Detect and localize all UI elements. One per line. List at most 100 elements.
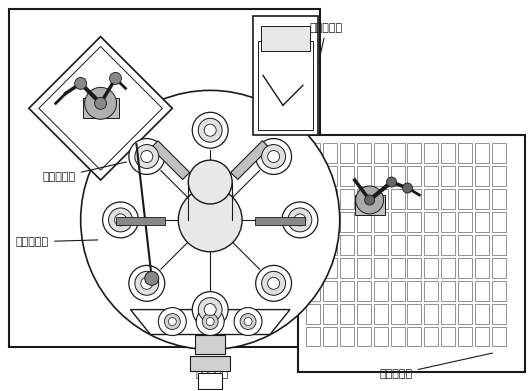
Bar xyxy=(374,235,388,255)
Bar xyxy=(441,143,455,163)
Bar xyxy=(340,212,354,232)
Bar xyxy=(407,143,422,163)
Bar xyxy=(458,212,472,232)
Bar xyxy=(475,326,489,346)
Bar xyxy=(255,217,305,225)
Text: 零件喷砂区: 零件喷砂区 xyxy=(380,353,492,379)
Circle shape xyxy=(255,265,292,301)
Bar xyxy=(475,258,489,278)
Bar xyxy=(357,235,371,255)
Circle shape xyxy=(262,145,286,169)
Bar xyxy=(253,16,318,135)
Bar xyxy=(492,304,506,323)
Bar xyxy=(492,166,506,186)
Bar xyxy=(323,166,337,186)
Circle shape xyxy=(109,72,122,84)
Bar xyxy=(475,235,489,255)
Bar xyxy=(298,135,525,372)
Bar xyxy=(492,258,506,278)
Bar xyxy=(116,217,165,225)
Bar xyxy=(323,304,337,323)
Bar xyxy=(458,258,472,278)
Bar xyxy=(323,212,337,232)
Bar xyxy=(492,235,506,255)
Circle shape xyxy=(204,304,216,316)
Circle shape xyxy=(288,208,312,232)
Bar xyxy=(492,281,506,301)
Bar xyxy=(306,189,320,209)
Circle shape xyxy=(234,308,262,335)
Bar xyxy=(424,281,439,301)
Circle shape xyxy=(365,195,374,205)
Polygon shape xyxy=(29,37,173,180)
Circle shape xyxy=(196,308,224,335)
Circle shape xyxy=(95,97,107,109)
Bar xyxy=(323,326,337,346)
Circle shape xyxy=(129,138,165,174)
Circle shape xyxy=(178,188,242,252)
Bar xyxy=(441,189,455,209)
Circle shape xyxy=(189,160,232,204)
Bar xyxy=(306,212,320,232)
Bar xyxy=(391,281,405,301)
Bar xyxy=(323,143,337,163)
Circle shape xyxy=(387,177,397,187)
Circle shape xyxy=(168,317,176,326)
Bar xyxy=(357,212,371,232)
Bar xyxy=(441,281,455,301)
Bar xyxy=(391,212,405,232)
Circle shape xyxy=(141,277,153,289)
Circle shape xyxy=(268,151,280,163)
Circle shape xyxy=(165,314,181,330)
Circle shape xyxy=(129,265,165,301)
Bar xyxy=(391,304,405,323)
Bar xyxy=(323,258,337,278)
Bar xyxy=(195,335,225,354)
Bar xyxy=(323,235,337,255)
Bar xyxy=(391,166,405,186)
Bar xyxy=(306,326,320,346)
Bar xyxy=(357,143,371,163)
Bar xyxy=(340,143,354,163)
Bar xyxy=(306,258,320,278)
Circle shape xyxy=(206,317,214,326)
Circle shape xyxy=(240,314,256,330)
Circle shape xyxy=(108,208,132,232)
Bar xyxy=(83,99,118,118)
Bar xyxy=(391,143,405,163)
Bar xyxy=(424,235,439,255)
Bar xyxy=(458,166,472,186)
Bar xyxy=(190,357,230,371)
Bar xyxy=(258,41,313,130)
Circle shape xyxy=(198,298,222,321)
Circle shape xyxy=(84,87,116,119)
Text: 零件喷涂区: 零件喷涂区 xyxy=(43,162,126,182)
Bar xyxy=(407,326,422,346)
Bar xyxy=(424,166,439,186)
Bar xyxy=(407,281,422,301)
Circle shape xyxy=(204,124,216,136)
Bar xyxy=(323,189,337,209)
Bar xyxy=(306,235,320,255)
Text: 零件冷却区: 零件冷却区 xyxy=(16,237,98,247)
Bar xyxy=(424,212,439,232)
Bar xyxy=(424,258,439,278)
Circle shape xyxy=(135,271,159,295)
Circle shape xyxy=(198,118,222,142)
Bar xyxy=(9,9,320,348)
Circle shape xyxy=(402,183,413,193)
Circle shape xyxy=(158,308,186,335)
Bar xyxy=(230,141,269,179)
Bar xyxy=(357,189,371,209)
Bar xyxy=(355,195,384,215)
Circle shape xyxy=(294,214,306,226)
Bar xyxy=(357,166,371,186)
Bar xyxy=(475,281,489,301)
Text: 零件清理区: 零件清理区 xyxy=(310,23,343,63)
Bar xyxy=(424,143,439,163)
Bar xyxy=(357,281,371,301)
Bar xyxy=(374,281,388,301)
Bar xyxy=(475,166,489,186)
Bar xyxy=(357,258,371,278)
Bar xyxy=(492,189,506,209)
